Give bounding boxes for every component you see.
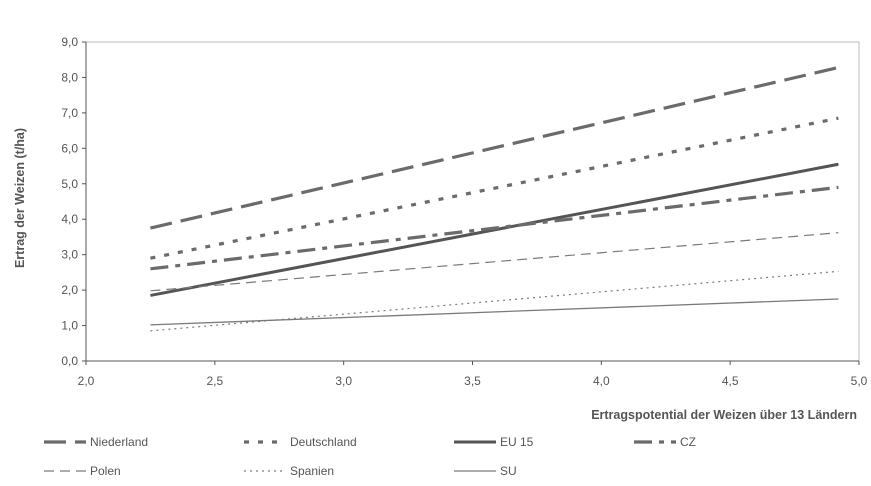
y-axis-title: Ertrag der Weizen (t/ha)	[13, 128, 27, 268]
series-line-su	[150, 298, 839, 326]
x-tick-label: 2,0	[78, 374, 95, 388]
x-tick-label: 4,5	[722, 374, 739, 388]
legend-item-eu-15: EU 15	[454, 435, 534, 449]
legend: Niederland Deutschland EU 15 CZ Polen Spanien…	[44, 435, 696, 478]
axes	[82, 41, 860, 365]
legend-label: CZ	[680, 435, 696, 449]
legend-label: SU	[500, 464, 517, 478]
legend-item-niederland: Niederland	[44, 435, 148, 449]
series-line-niederland	[150, 65, 839, 230]
tick-labels: 0,0 1,0 2,0 3,0 4,0 5,0 6,0 7,0 8,0 9,0 2,0 2,5 3,0 3…	[61, 35, 867, 388]
y-tick-label: 0,0	[61, 354, 78, 368]
y-tick-label: 2,0	[61, 283, 78, 297]
legend-label: EU 15	[500, 435, 534, 449]
y-tick-label: 4,0	[61, 212, 78, 226]
legend-item-cz: CZ	[634, 435, 696, 449]
series-line-eu-15	[150, 162, 839, 297]
series-line-polen	[150, 232, 839, 292]
legend-label: Niederland	[90, 435, 148, 449]
series-line-cz	[150, 185, 839, 271]
y-tick-label: 6,0	[61, 141, 78, 155]
y-tick-label: 3,0	[61, 248, 78, 262]
y-tick-label: 9,0	[61, 35, 78, 49]
series-line-deutschland	[150, 116, 839, 260]
legend-item-deutschland: Deutschland	[244, 435, 357, 449]
legend-item-su: SU	[454, 464, 517, 478]
legend-item-polen: Polen	[44, 464, 121, 478]
legend-label: Deutschland	[290, 435, 357, 449]
y-tick-label: 8,0	[61, 70, 78, 84]
y-tick-label: 7,0	[61, 106, 78, 120]
x-tick-label: 5,0	[851, 374, 868, 388]
legend-item-spanien: Spanien	[244, 464, 334, 478]
series-layer	[150, 65, 839, 332]
x-tick-label: 4,0	[593, 374, 610, 388]
x-tick-label: 3,5	[464, 374, 481, 388]
y-tick-label: 5,0	[61, 177, 78, 191]
x-tick-label: 2,5	[206, 374, 223, 388]
y-tick-label: 1,0	[61, 319, 78, 333]
x-tick-label: 3,0	[335, 374, 352, 388]
legend-label: Spanien	[290, 464, 334, 478]
x-axis-title: Ertragspotential der Weizen über 13 Länd…	[591, 408, 857, 422]
legend-label: Polen	[90, 464, 121, 478]
